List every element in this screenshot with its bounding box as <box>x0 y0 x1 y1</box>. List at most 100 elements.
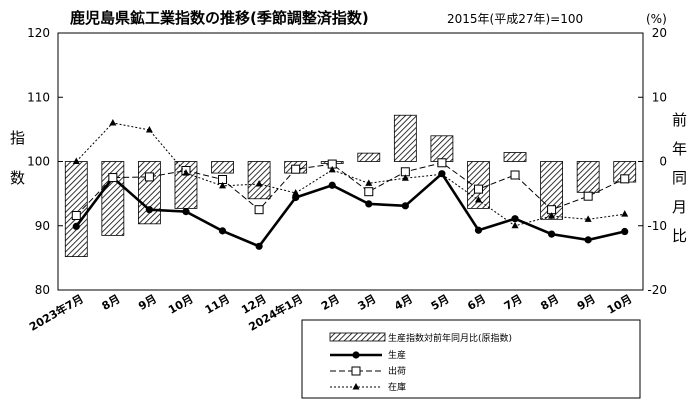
y-left-tick-label: 120 <box>27 26 50 40</box>
y-left-tick-label: 80 <box>35 283 50 297</box>
x-tick-label: 10月 <box>605 292 634 316</box>
line-series <box>71 118 630 250</box>
line-zaiko <box>75 122 625 227</box>
point-zaiko <box>72 157 80 164</box>
point-seisan <box>511 215 519 223</box>
point-seisan <box>255 242 263 250</box>
y-right-tick-label: -10 <box>647 219 667 233</box>
y-left-tick-label: 110 <box>27 90 50 104</box>
x-tick-label: 4月 <box>392 292 415 313</box>
point-shukka <box>510 170 520 180</box>
y-right-label-char: 前 <box>672 111 687 129</box>
base-note: 2015年(平成27年)=100 <box>447 12 583 26</box>
point-shukka <box>364 187 374 197</box>
x-tick-label: 7月 <box>502 292 525 313</box>
line-shukka <box>75 162 625 216</box>
point-seisan <box>218 227 227 235</box>
point-zaiko <box>584 215 592 222</box>
y-right-tick-label: 20 <box>652 26 667 40</box>
y-right-label-char: 月 <box>672 198 687 216</box>
point-zaiko <box>145 126 153 133</box>
point-shukka <box>71 210 81 220</box>
bar <box>503 152 527 162</box>
line-seisan <box>75 171 625 248</box>
x-tick-label: 9月 <box>575 292 598 313</box>
y-right-tick-label: 10 <box>652 90 667 104</box>
bar <box>357 152 381 162</box>
point-zaiko <box>109 118 117 126</box>
point-seisan <box>328 181 336 189</box>
bar <box>101 161 125 236</box>
point-zaiko <box>255 179 263 187</box>
x-tick-label: 9月 <box>136 292 159 313</box>
y-right-label-char: 年 <box>672 140 687 158</box>
point-shukka <box>620 174 630 184</box>
bar <box>64 161 88 257</box>
legend-label: 在庫 <box>388 381 406 393</box>
point-seisan <box>401 202 409 210</box>
point-zaiko <box>328 165 336 173</box>
right-axis-unit: (%) <box>646 12 667 26</box>
legend-label: 出荷 <box>388 365 406 377</box>
y-axis-right: -20 -10 0 10 20 <box>638 26 667 297</box>
legend-box <box>301 319 641 399</box>
point-zaiko <box>474 196 482 203</box>
point-shukka <box>437 158 447 168</box>
legend-label: 生産 <box>388 349 406 361</box>
bar <box>540 161 563 220</box>
point-shukka <box>254 205 264 215</box>
point-seisan <box>72 222 80 230</box>
point-zaiko <box>182 169 190 176</box>
legend-marker-seisan <box>352 351 360 359</box>
point-seisan <box>292 193 300 202</box>
point-seisan <box>474 226 483 234</box>
bar <box>430 135 454 162</box>
point-shukka <box>583 191 593 201</box>
y-right-label-char: 比 <box>672 227 687 245</box>
x-tick-label: 8月 <box>538 292 561 313</box>
bar <box>393 114 417 162</box>
bar <box>576 161 600 193</box>
point-shukka <box>291 164 301 174</box>
x-tick-label: 2023年7月 <box>27 291 86 333</box>
point-seisan <box>182 208 190 216</box>
y-left-tick-label: 100 <box>27 155 50 169</box>
x-tick-label: 11月 <box>203 292 232 316</box>
point-seisan <box>365 200 373 208</box>
y-axis-left: 80 90 100 110 120 <box>27 26 63 297</box>
point-zaiko <box>548 212 556 219</box>
point-zaiko <box>292 188 300 196</box>
bar <box>211 161 234 174</box>
legend-swatch-bar <box>329 332 386 342</box>
point-zaiko <box>365 179 373 186</box>
point-zaiko <box>511 221 519 229</box>
y-right-tick-label: -20 <box>647 283 667 297</box>
point-zaiko <box>438 170 446 177</box>
point-seisan <box>584 236 592 244</box>
y-right-tick-label: 0 <box>659 155 667 169</box>
point-seisan <box>547 230 556 238</box>
chart-title: 鹿児島県鉱工業指数の推移(季節調整済指数) <box>70 9 369 27</box>
x-tick-label: 8月 <box>100 292 123 313</box>
x-tick-label: 3月 <box>356 292 379 313</box>
y-left-tick-label: 90 <box>35 219 50 233</box>
x-tick-label: 2月 <box>319 292 342 313</box>
point-zaiko <box>219 181 227 189</box>
x-tick-label: 10月 <box>166 292 195 316</box>
point-shukka <box>144 172 154 182</box>
point-shukka <box>108 173 118 183</box>
y-left-label-char: 数 <box>10 169 25 187</box>
point-seisan <box>145 206 154 214</box>
y-axis-label-right: 前年同月比 <box>672 111 687 245</box>
point-shukka <box>473 184 483 194</box>
legend-marker-zaiko <box>352 383 360 390</box>
y-left-label-char: 指 <box>10 129 25 147</box>
point-seisan <box>621 227 629 236</box>
legend-marker-shukka <box>351 366 361 376</box>
bar <box>138 161 161 225</box>
y-right-label-char: 同 <box>672 169 687 187</box>
legend-label: 生産指数対前年同月比(原指数) <box>388 332 512 344</box>
x-tick-label: 6月 <box>465 292 488 313</box>
